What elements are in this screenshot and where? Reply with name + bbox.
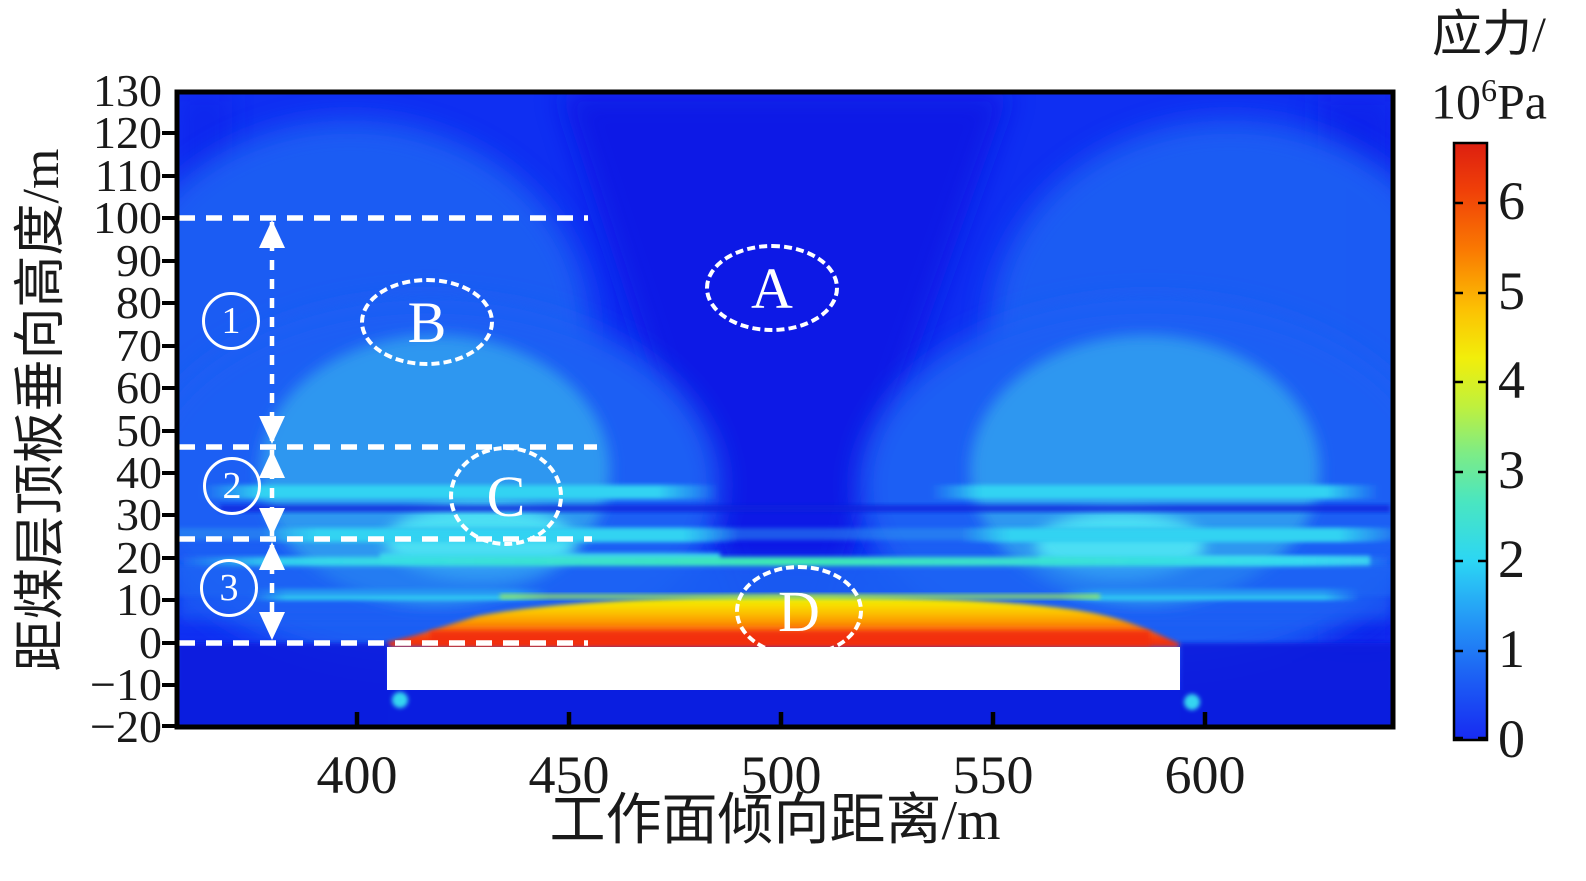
zone-circle-3: 3 xyxy=(200,559,258,617)
region-label-B: B xyxy=(407,289,447,355)
y-tick-70: 70 xyxy=(116,320,162,371)
x-tick-400: 400 xyxy=(316,745,398,805)
x-tick-600: 600 xyxy=(1164,745,1246,805)
y-axis-label: 距煤层顶板垂向高度/m xyxy=(13,148,70,672)
zone-label-1: 1 xyxy=(221,300,241,342)
cb-tick-5: 5 xyxy=(1498,261,1525,321)
y-tick-40: 40 xyxy=(116,447,162,498)
x-axis-label: 工作面倾向距离/m xyxy=(549,790,1001,852)
region-ellipse-C: C xyxy=(449,446,563,546)
plot-border xyxy=(174,89,1396,730)
zone-arrows xyxy=(259,220,285,640)
y-tick-10: 10 xyxy=(116,574,162,625)
y-tick-60: 60 xyxy=(116,362,162,413)
y-tick-80: 80 xyxy=(116,277,162,328)
y-tick-110: 110 xyxy=(94,150,162,201)
arrowhead-down-1 xyxy=(259,416,285,444)
region-ellipse-A: A xyxy=(705,244,839,332)
y-tick-m20: −20 xyxy=(90,701,162,752)
y-tick-90: 90 xyxy=(116,235,162,286)
region-ellipse-D: D xyxy=(735,565,863,657)
colorbar-title-base: 10 xyxy=(1431,73,1481,130)
y-tick-100: 100 xyxy=(93,192,162,243)
y-tick-30: 30 xyxy=(116,489,162,540)
arrowhead-up-1 xyxy=(259,220,285,248)
y-tick-20: 20 xyxy=(116,532,162,583)
y-tick-120: 120 xyxy=(93,107,162,158)
zone-label-2: 2 xyxy=(222,465,242,507)
cb-tick-4: 4 xyxy=(1498,350,1525,410)
arrowhead-up-3 xyxy=(259,542,285,570)
x-tick-500: 500 xyxy=(740,745,822,805)
cb-tick-0: 0 xyxy=(1498,709,1525,769)
arrowhead-up-2 xyxy=(259,450,285,478)
colorbar-title-unit: Pa xyxy=(1497,73,1547,130)
region-label-C: C xyxy=(486,463,526,529)
y-tick-0: 0 xyxy=(139,617,162,668)
x-tick-450: 450 xyxy=(528,745,610,805)
arrowhead-down-3 xyxy=(259,612,285,640)
arrowhead-down-2 xyxy=(259,508,285,536)
region-label-A: A xyxy=(751,255,793,321)
colorbar-title-prefix: 应力/ xyxy=(1432,6,1546,62)
dashed-height-lines xyxy=(179,215,597,646)
zone-circle-1: 1 xyxy=(202,292,260,350)
y-tick-50: 50 xyxy=(116,405,162,456)
y-tick-m10: −10 xyxy=(90,659,162,710)
cb-tick-6: 6 xyxy=(1498,171,1525,231)
region-ellipse-B: B xyxy=(360,278,494,366)
colorbar-title-exponent: 6 xyxy=(1481,72,1497,108)
zone-label-3: 3 xyxy=(219,567,239,609)
y-tick-130: 130 xyxy=(93,65,162,116)
x-tick-550: 550 xyxy=(952,745,1034,805)
colorbar xyxy=(1452,141,1489,742)
colorbar-tick-marks xyxy=(1455,201,1486,740)
cb-tick-3: 3 xyxy=(1498,440,1525,500)
y-tick-marks xyxy=(162,131,177,728)
region-label-D: D xyxy=(778,578,820,644)
zone-circle-2: 2 xyxy=(203,457,261,515)
cb-tick-1: 1 xyxy=(1498,619,1525,679)
colorbar-title: 应力/ 106Pa xyxy=(1392,6,1586,130)
x-tick-marks xyxy=(354,712,1208,727)
cb-tick-2: 2 xyxy=(1498,529,1525,589)
